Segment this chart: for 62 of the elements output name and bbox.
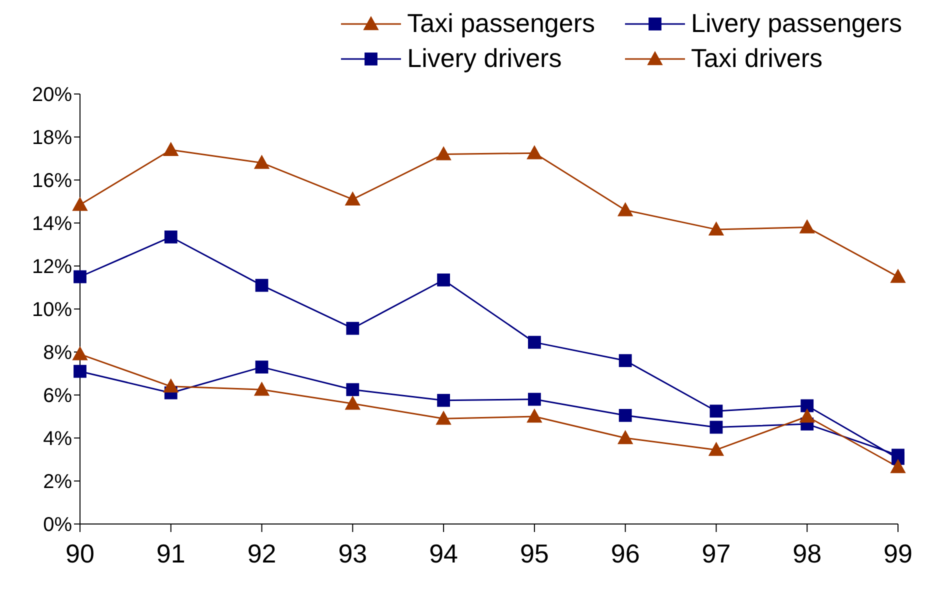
point (526, 146, 542, 160)
x-tick-label: 99 (884, 538, 912, 568)
point (710, 404, 723, 418)
point (618, 408, 632, 422)
x-tick-label: 93 (338, 538, 368, 568)
x-tick-label: 92 (247, 538, 276, 568)
y-tick-label: 8% (43, 342, 72, 364)
y-tick-label: 2% (43, 471, 72, 494)
point (163, 142, 178, 156)
point (436, 411, 452, 425)
y-tick-label: 16% (32, 170, 72, 192)
point (74, 364, 86, 378)
point (618, 354, 632, 368)
x-tick-label: 91 (156, 538, 186, 568)
point (708, 222, 724, 236)
y-tick-label: 6% (43, 385, 72, 408)
y-tick-label: 0% (43, 514, 72, 536)
x-tick-label: 97 (702, 538, 731, 568)
x-tick-label: 94 (429, 538, 458, 568)
point (74, 270, 86, 284)
point (800, 399, 814, 412)
point (437, 394, 450, 407)
y-tick-label: 12% (32, 256, 72, 278)
point (618, 430, 633, 444)
point (890, 460, 906, 474)
point (436, 146, 452, 160)
legend-label: Taxi drivers (691, 43, 822, 74)
point (254, 155, 270, 169)
point (526, 409, 542, 423)
legend-label: Livery passengers (691, 8, 902, 39)
point (254, 382, 270, 396)
point (345, 192, 360, 206)
x-tick-label: 96 (610, 538, 640, 568)
point (708, 442, 724, 456)
x-tick-label: 95 (520, 538, 549, 568)
point (800, 409, 815, 423)
legend-label: Livery drivers (407, 43, 562, 74)
point (164, 230, 178, 244)
y-tick-label: 4% (43, 428, 72, 450)
point (255, 360, 268, 374)
point (345, 396, 360, 410)
point (710, 420, 723, 434)
x-tick-label: 90 (66, 538, 94, 568)
y-tick-label: 10% (32, 299, 72, 322)
point (618, 202, 633, 216)
point (346, 322, 360, 335)
point (163, 378, 178, 392)
y-tick-label: 18% (32, 127, 72, 150)
y-tick-label: 14% (32, 213, 72, 236)
point (346, 383, 360, 396)
point (800, 220, 815, 234)
point (437, 274, 450, 286)
point (528, 392, 541, 406)
y-tick-label: 20% (32, 84, 72, 106)
point (528, 336, 541, 349)
legend-label: Taxi passengers (407, 8, 595, 39)
point (72, 346, 88, 360)
point (72, 197, 88, 211)
point (890, 269, 906, 283)
x-tick-label: 98 (792, 538, 822, 568)
point (255, 278, 268, 292)
point (892, 448, 904, 462)
